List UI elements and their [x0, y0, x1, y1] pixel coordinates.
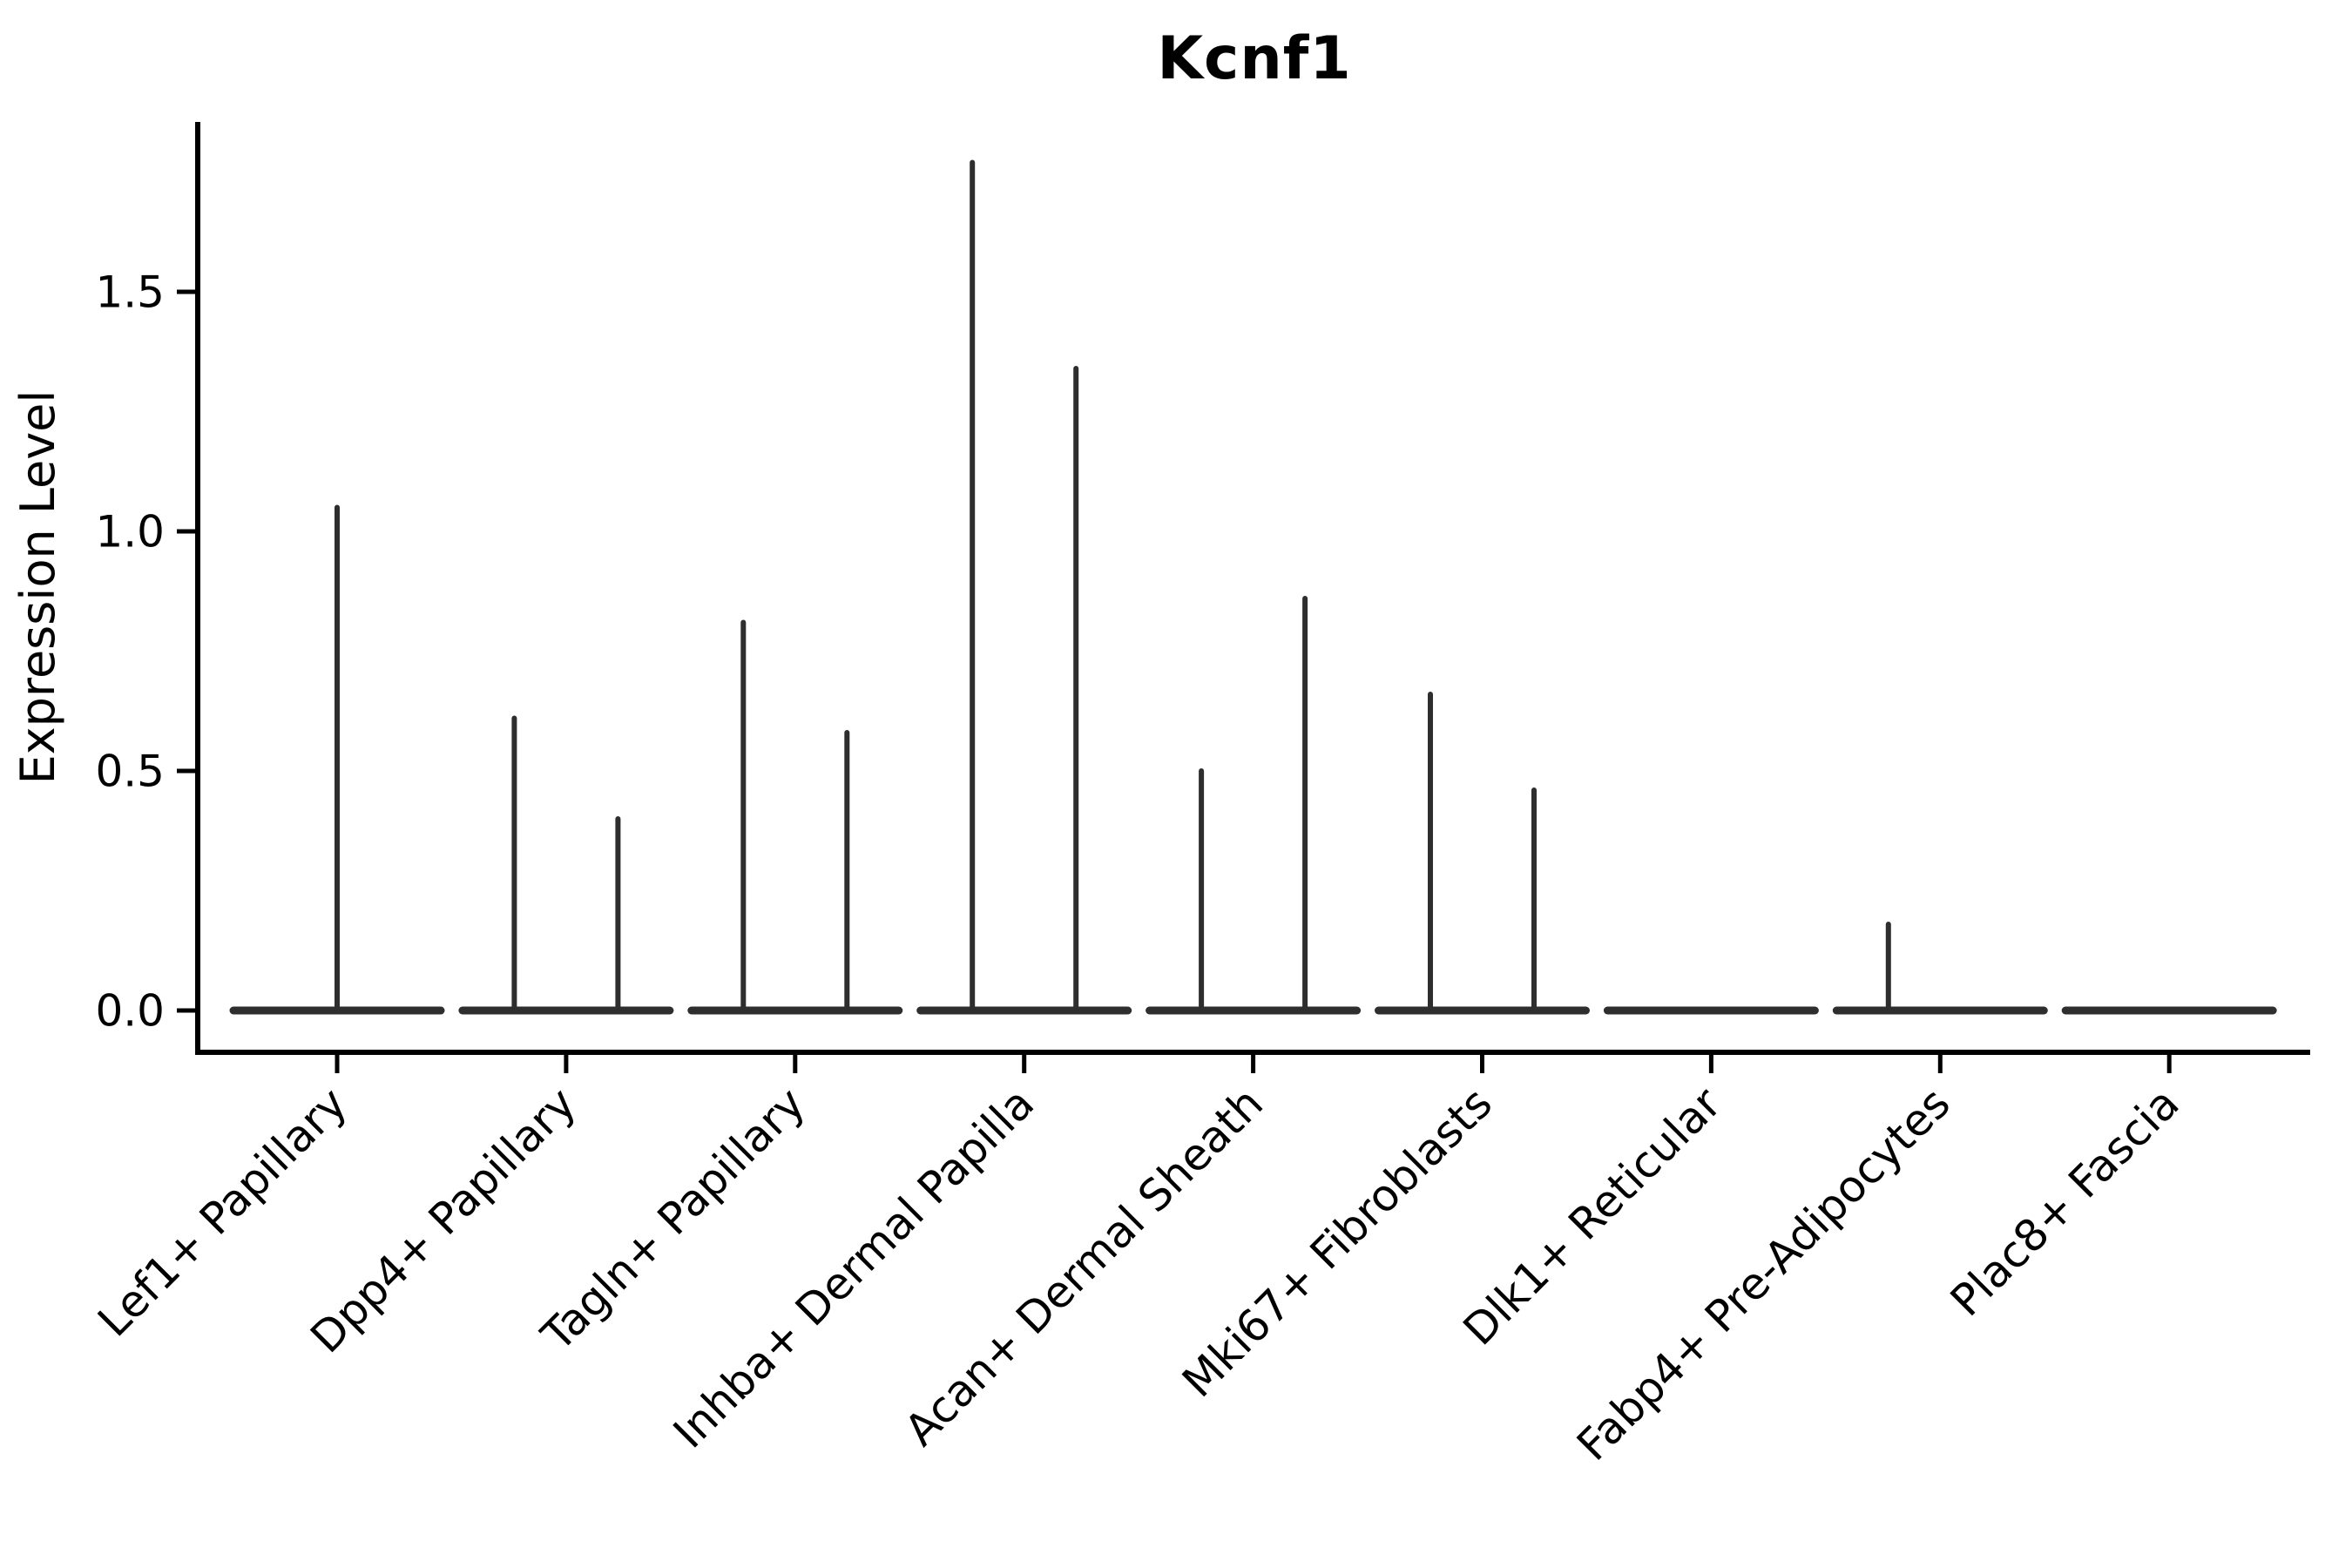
- x-tick-label: Inhba+ Dermal Papilla: [664, 1078, 1044, 1457]
- chart-title: Kcnf1: [1157, 24, 1352, 93]
- x-tick-label: Plac8+ Fascia: [1941, 1078, 2189, 1326]
- y-tick-label: 1.0: [95, 507, 165, 558]
- y-tick-label: 0.0: [95, 986, 165, 1037]
- x-tick-label: Lef1+ Papillary: [88, 1078, 356, 1346]
- y-tick-label: 0.5: [95, 747, 165, 797]
- x-tick-label: Fabp4+ Pre-Adipocytes: [1567, 1078, 1960, 1470]
- y-tick-label: 1.5: [95, 267, 165, 318]
- y-axis-label: Expression Level: [10, 390, 65, 785]
